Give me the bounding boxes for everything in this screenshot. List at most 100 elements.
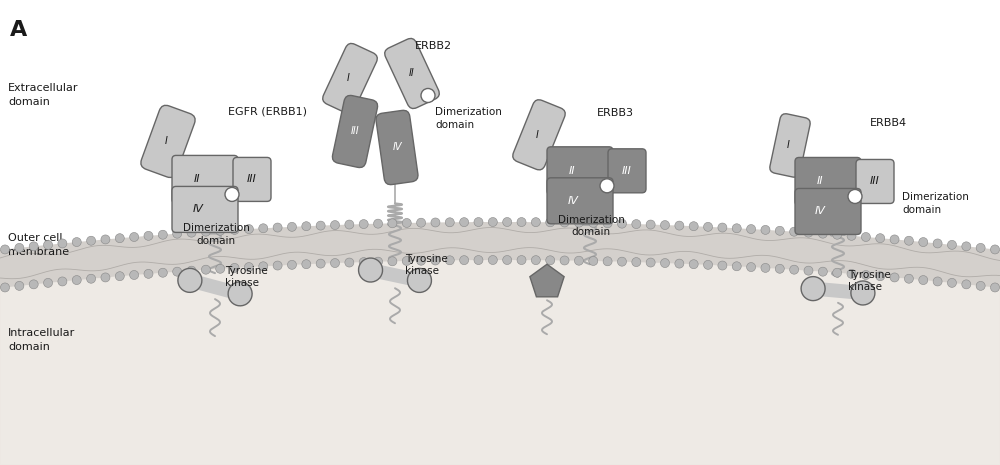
Circle shape — [287, 260, 296, 269]
Circle shape — [359, 258, 368, 266]
Circle shape — [847, 232, 856, 240]
Circle shape — [230, 226, 239, 234]
Text: ERBB4: ERBB4 — [870, 119, 907, 128]
Circle shape — [847, 269, 856, 279]
Circle shape — [417, 256, 426, 265]
Circle shape — [58, 277, 67, 286]
Circle shape — [115, 272, 124, 281]
FancyBboxPatch shape — [233, 158, 271, 201]
Circle shape — [761, 226, 770, 234]
Circle shape — [804, 228, 813, 237]
Polygon shape — [0, 222, 1000, 288]
Circle shape — [178, 268, 202, 292]
Circle shape — [87, 274, 96, 283]
Circle shape — [345, 258, 354, 267]
Circle shape — [876, 272, 885, 281]
Text: Outer cell
membrane: Outer cell membrane — [8, 233, 69, 257]
Bar — [812, 282, 864, 300]
Circle shape — [287, 222, 296, 232]
FancyBboxPatch shape — [547, 147, 613, 195]
Circle shape — [273, 261, 282, 270]
Circle shape — [560, 218, 569, 227]
Circle shape — [747, 225, 756, 233]
Circle shape — [115, 234, 124, 243]
Circle shape — [474, 218, 483, 226]
Circle shape — [660, 259, 669, 267]
Circle shape — [574, 218, 583, 227]
Circle shape — [421, 88, 435, 102]
Circle shape — [259, 224, 268, 233]
Text: II: II — [817, 177, 823, 186]
Text: II: II — [194, 174, 200, 185]
Circle shape — [474, 256, 483, 265]
Circle shape — [732, 262, 741, 271]
Text: A: A — [10, 20, 27, 40]
Circle shape — [632, 258, 641, 266]
Circle shape — [833, 268, 842, 277]
Circle shape — [962, 280, 971, 289]
Text: Dimerization
domain: Dimerization domain — [435, 107, 502, 130]
Circle shape — [488, 255, 497, 265]
FancyBboxPatch shape — [770, 114, 810, 177]
Circle shape — [617, 219, 626, 228]
Circle shape — [990, 283, 1000, 292]
Text: I: I — [787, 140, 789, 151]
Circle shape — [29, 280, 38, 289]
Circle shape — [890, 235, 899, 244]
Circle shape — [704, 260, 713, 269]
Circle shape — [801, 277, 825, 300]
Circle shape — [187, 228, 196, 237]
FancyBboxPatch shape — [547, 178, 613, 224]
Circle shape — [660, 220, 669, 230]
Circle shape — [675, 259, 684, 268]
Circle shape — [689, 222, 698, 231]
Text: Tyrosine
kinase: Tyrosine kinase — [405, 254, 448, 276]
Circle shape — [244, 225, 253, 233]
Circle shape — [144, 269, 153, 279]
Circle shape — [503, 218, 512, 226]
Circle shape — [316, 221, 325, 230]
Circle shape — [531, 256, 540, 265]
Circle shape — [919, 238, 928, 246]
Circle shape — [818, 267, 827, 276]
Text: I: I — [536, 130, 538, 140]
Circle shape — [0, 283, 10, 292]
FancyBboxPatch shape — [141, 105, 195, 178]
Circle shape — [861, 232, 870, 241]
Circle shape — [804, 266, 813, 275]
Circle shape — [589, 219, 598, 227]
Circle shape — [402, 257, 411, 266]
Circle shape — [704, 222, 713, 232]
Circle shape — [228, 282, 252, 306]
Text: I: I — [347, 73, 349, 84]
Circle shape — [216, 264, 225, 273]
Circle shape — [374, 257, 383, 266]
Circle shape — [29, 242, 38, 251]
Circle shape — [761, 263, 770, 272]
Text: III: III — [622, 166, 632, 176]
Circle shape — [359, 219, 368, 229]
FancyBboxPatch shape — [513, 100, 565, 170]
Circle shape — [689, 259, 698, 269]
Circle shape — [302, 222, 311, 231]
Circle shape — [976, 281, 985, 290]
Text: Intracellular
domain: Intracellular domain — [8, 328, 75, 352]
Circle shape — [460, 256, 469, 265]
Circle shape — [818, 229, 827, 238]
Circle shape — [173, 229, 182, 238]
Bar — [369, 263, 421, 287]
Circle shape — [646, 258, 655, 267]
Circle shape — [345, 220, 354, 229]
Polygon shape — [530, 264, 564, 297]
Text: III: III — [351, 126, 359, 137]
Bar — [188, 273, 242, 300]
Text: Extracellular
domain: Extracellular domain — [8, 83, 78, 106]
Text: I: I — [165, 136, 167, 146]
FancyBboxPatch shape — [795, 188, 861, 234]
FancyBboxPatch shape — [172, 186, 238, 232]
Circle shape — [225, 187, 239, 201]
Text: ERBB2: ERBB2 — [415, 41, 452, 52]
Circle shape — [15, 281, 24, 290]
Circle shape — [431, 256, 440, 265]
Circle shape — [962, 242, 971, 251]
